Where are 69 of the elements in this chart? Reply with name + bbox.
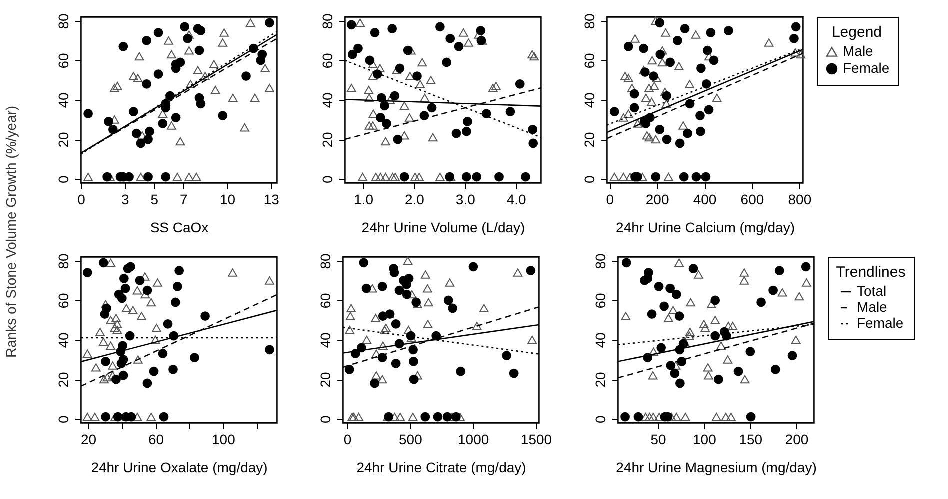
- x-axis-title: SS CaOx: [150, 220, 209, 236]
- y-tick-label: 60: [56, 52, 72, 69]
- y-tick-label: 80: [582, 13, 598, 30]
- legend-title: Trendlines: [836, 264, 906, 281]
- x-tick-label: 7: [180, 192, 188, 208]
- x-axis-title: 24hr Urine Oxalate (mg/day): [91, 460, 268, 476]
- y-tick-label: 60: [582, 52, 598, 69]
- y-tick-label: 60: [320, 52, 336, 69]
- legend-label: Total: [857, 283, 887, 299]
- y-tick-label: 40: [56, 332, 72, 348]
- x-tick-label: 3.0: [456, 192, 476, 208]
- x-tick-label: 100: [693, 432, 717, 448]
- y-tick-label: 0: [318, 415, 334, 424]
- x-tick-label: 800: [788, 192, 812, 208]
- x-tick-label: 200: [785, 432, 809, 448]
- x-tick-label: 600: [740, 192, 764, 208]
- y-tick-label: 20: [318, 372, 334, 388]
- x-tick-label: 500: [399, 432, 423, 448]
- y-tick-label: 60: [56, 292, 72, 309]
- legend-title: Legend: [832, 24, 882, 41]
- x-axis-title: 24hr Urine Magnesium (mg/day): [616, 460, 817, 476]
- x-tick-label: 50: [650, 432, 667, 448]
- y-tick-label: 40: [320, 92, 336, 108]
- y-tick-label: 0: [582, 175, 598, 184]
- y-tick-label: 0: [56, 415, 72, 424]
- x-tick-label: 400: [693, 192, 717, 208]
- y-tick-label: 40: [592, 332, 608, 348]
- x-tick-label: 150: [739, 432, 763, 448]
- y-tick-label: 80: [56, 253, 72, 270]
- x-tick-label: 20: [80, 432, 97, 448]
- x-tick-label: 100: [212, 432, 236, 448]
- y-tick-label: 40: [56, 92, 72, 108]
- x-tick-label: 10: [220, 192, 236, 208]
- x-tick-label: 0: [78, 192, 86, 208]
- y-tick-label: 40: [582, 92, 598, 108]
- x-tick-label: 4.0: [506, 192, 526, 208]
- x-tick-label: 1.0: [354, 192, 374, 208]
- y-tick-label: 20: [320, 132, 336, 148]
- y-tick-label: 0: [592, 415, 608, 424]
- x-axis-title: 24hr Urine Volume (L/day): [362, 220, 526, 236]
- x-tick-label: 0: [344, 432, 352, 448]
- legend-label: Female: [843, 60, 890, 76]
- legend-label: Female: [857, 315, 904, 331]
- x-tick-label: 200: [646, 192, 670, 208]
- y-tick-label: 80: [56, 13, 72, 30]
- y-tick-label: 20: [592, 372, 608, 388]
- y-tick-label: 80: [318, 253, 334, 270]
- x-tick-label: 1500: [520, 432, 552, 448]
- x-tick-label: 1000: [458, 432, 490, 448]
- y-tick-label: 80: [592, 253, 608, 270]
- legend-label: Male: [843, 43, 874, 59]
- x-axis-title: 24hr Urine Citrate (mg/day): [356, 460, 526, 476]
- y-tick-label: 20: [582, 132, 598, 148]
- x-axis-title: 24hr Urine Calcium (mg/day): [616, 220, 795, 236]
- y-tick-label: 80: [320, 13, 336, 30]
- y-tick-label: 20: [56, 132, 72, 148]
- y-tick-label: 40: [318, 332, 334, 348]
- x-tick-label: 3: [121, 192, 130, 208]
- x-tick-label: 60: [148, 432, 164, 448]
- legend-label: Male: [857, 299, 888, 315]
- y-tick-label: 60: [318, 292, 334, 309]
- x-tick-label: 13: [264, 192, 280, 208]
- x-tick-label: 2.0: [405, 192, 425, 208]
- x-tick-label: 5: [150, 192, 159, 208]
- y-tick-label: 60: [592, 292, 608, 309]
- y-tick-label: 20: [56, 372, 72, 388]
- y-axis-title: Ranks of Stone Volume Growth (%/year): [3, 106, 19, 358]
- y-tick-label: 0: [320, 175, 336, 184]
- y-tick-label: 0: [56, 175, 72, 184]
